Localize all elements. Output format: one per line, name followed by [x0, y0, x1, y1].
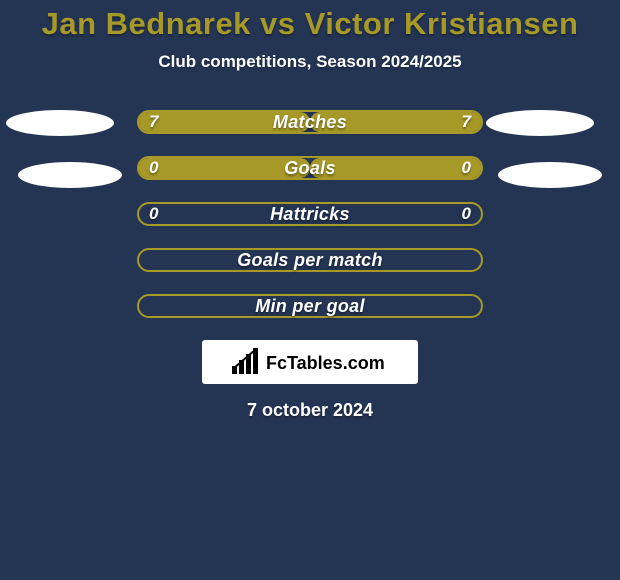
avatar-right-1 — [486, 110, 594, 136]
stat-label: Min per goal — [139, 296, 481, 316]
fctables-logo-icon: FcTables.com — [202, 340, 418, 384]
stat-row-min-per-goal: Min per goal — [137, 294, 483, 318]
avatar-left-1 — [6, 110, 114, 136]
stat-row-goals: Goals0 0 — [137, 156, 483, 180]
stat-label: Goals per match — [139, 250, 481, 270]
stat-value-left: 0 — [149, 204, 179, 224]
stat-value-right: 0 — [441, 204, 471, 224]
stat-value-right: 0 — [441, 158, 471, 178]
stat-label: Hattricks — [139, 204, 481, 224]
subtitle: Club competitions, Season 2024/2025 — [0, 52, 620, 72]
stat-bars: Matches77Goals00Hattricks00Goals per mat… — [137, 110, 483, 318]
date-line: 7 october 2024 — [0, 400, 620, 421]
stat-row-matches: Matches7 7 — [137, 110, 483, 134]
stat-value-left: 7 — [149, 112, 179, 132]
page-title: Jan Bednarek vs Victor Kristiansen — [0, 0, 620, 42]
stat-label: Goals — [139, 158, 481, 178]
stat-label: Matches — [139, 112, 481, 132]
stat-value-left: 0 — [149, 158, 179, 178]
brand-box: FcTables.com — [202, 340, 418, 384]
comparison-area: Matches77Goals00Hattricks00Goals per mat… — [0, 110, 620, 318]
svg-text:FcTables.com: FcTables.com — [266, 353, 385, 373]
stat-row-goals-per-match: Goals per match — [137, 248, 483, 272]
stat-value-right: 7 — [441, 112, 471, 132]
avatar-left-2 — [18, 162, 122, 188]
avatar-right-2 — [498, 162, 602, 188]
stat-row-hattricks: Hattricks0 0 — [137, 202, 483, 226]
